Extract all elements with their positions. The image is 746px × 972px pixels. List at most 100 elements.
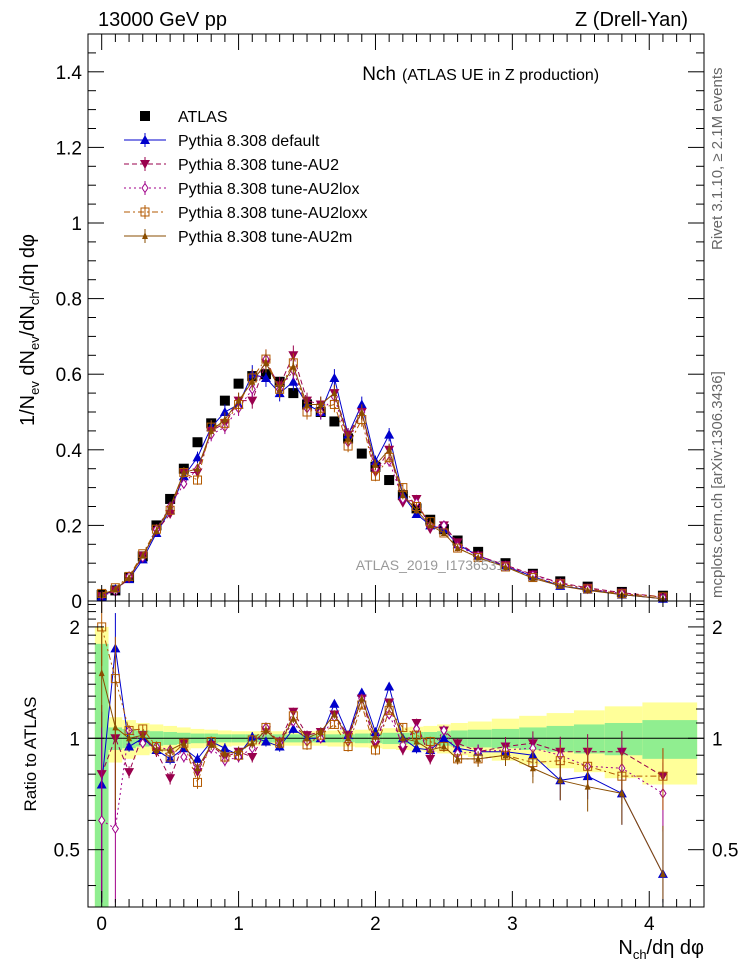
data-point <box>194 464 201 472</box>
data-point <box>180 478 188 490</box>
ratio-point <box>329 698 340 708</box>
data-point <box>528 573 538 583</box>
ratio-line <box>101 697 664 780</box>
data-point <box>372 460 379 468</box>
y-tick-label: 1 <box>71 214 82 235</box>
ratio-point <box>167 745 174 753</box>
x-tick-label: 2 <box>370 914 381 935</box>
data-point <box>219 395 230 406</box>
ratio-point <box>440 725 448 736</box>
ratio-point <box>345 734 352 742</box>
ratio-point <box>290 714 297 722</box>
ratio-point <box>475 754 482 762</box>
ratio-point <box>438 733 449 743</box>
data-point <box>358 408 365 415</box>
ratio-point <box>659 869 666 877</box>
ratio-point <box>384 681 395 691</box>
y-tick-label: 1.4 <box>56 63 83 84</box>
ratio-point <box>411 718 422 728</box>
data-point <box>233 378 244 389</box>
ratio-point <box>454 754 461 762</box>
data-point <box>262 358 269 366</box>
main-subtitle: (ATLAS UE in Z production) <box>402 67 599 84</box>
ratio-point <box>194 764 201 772</box>
main-title: Nch <box>362 64 396 85</box>
ratio-y-tick-label-right: 0.5 <box>712 841 738 862</box>
ratio-point <box>124 768 135 778</box>
ratio-point <box>397 745 408 755</box>
main-ylabel: 1/Nev dNev/dNch/dη dφ <box>17 234 42 426</box>
ratio-point <box>411 743 422 753</box>
data-point <box>165 493 176 504</box>
ratio-point <box>427 745 434 753</box>
data-point <box>126 573 133 581</box>
ratio-point <box>557 776 564 784</box>
ratio-point <box>193 777 203 787</box>
ratio-point <box>584 782 591 790</box>
ratio-series-3 <box>97 601 668 811</box>
data-point <box>153 527 160 535</box>
ratio-point <box>384 705 394 715</box>
ratio-point <box>425 754 436 764</box>
ratio-point <box>288 723 299 733</box>
legend-marker <box>140 207 150 217</box>
data-point <box>260 372 271 382</box>
ratio-point <box>304 734 311 742</box>
ratio-point <box>331 710 338 718</box>
ratio-point <box>98 814 106 826</box>
header-left: 13000 GeV pp <box>98 9 227 31</box>
y-tick-label: 0 <box>71 592 82 613</box>
ratio-point <box>658 771 668 781</box>
data-point <box>247 396 258 406</box>
ratio-point <box>370 726 381 736</box>
data-point <box>192 437 203 448</box>
x-tick-label: 4 <box>644 914 655 935</box>
ratio-point <box>356 687 367 697</box>
data-point <box>399 491 406 499</box>
data-point <box>331 389 338 397</box>
ratio-axes: 0.5 0.5 1 1 2 2 0 1 2 3 4 <box>54 601 738 935</box>
ratio-point <box>153 745 160 753</box>
ratio-ylabel: Ratio to ATLAS <box>21 697 40 812</box>
data-point <box>502 562 509 570</box>
series-line <box>101 357 663 598</box>
data-point <box>193 475 203 485</box>
ratio-point <box>221 749 228 757</box>
ratio-point <box>139 737 147 749</box>
ratio-point <box>235 747 242 755</box>
ratio-point <box>399 739 407 751</box>
data-point <box>112 585 119 593</box>
x-axis-label: Nch/dη dφ <box>618 937 704 962</box>
ratio-series-4 <box>98 632 666 903</box>
ratio-y-tick-label: 0.5 <box>54 841 80 862</box>
data-point <box>384 475 395 486</box>
rivet-label: Rivet 3.1.10, ≥ 2.1M events <box>709 68 726 251</box>
ratio-point <box>440 742 447 750</box>
ratio-point <box>260 736 271 746</box>
ratio-panel: 0.5 0.5 1 1 2 2 0 1 2 3 4 Ratio to ATLAS Nch/dη dφ <box>21 600 738 962</box>
ratio-point <box>111 823 119 835</box>
ratio-point <box>192 753 203 763</box>
legend-label: Pythia 8.308 tune-AU2lox <box>178 181 359 198</box>
data-point <box>427 521 434 529</box>
data-point <box>249 377 256 385</box>
ratio-point <box>276 739 283 747</box>
ratio-point <box>502 751 509 759</box>
header-right: Z (Drell-Yan) <box>575 9 688 31</box>
y-tick-label: 0.6 <box>56 365 82 386</box>
data-point <box>475 553 482 561</box>
data-point <box>345 434 352 442</box>
data-point <box>356 448 367 459</box>
ratio-point <box>126 734 133 742</box>
ratio-line <box>101 626 663 784</box>
ratio-point <box>165 774 176 784</box>
ratio-y-tick-label: 2 <box>69 618 80 639</box>
y-tick-label: 0.4 <box>56 441 83 462</box>
series-line <box>101 361 663 600</box>
ratio-line <box>101 648 664 875</box>
data-point <box>304 400 311 408</box>
legend-marker <box>140 160 150 169</box>
ratio-y-tick-label: 1 <box>69 729 80 750</box>
data-point <box>235 396 242 404</box>
